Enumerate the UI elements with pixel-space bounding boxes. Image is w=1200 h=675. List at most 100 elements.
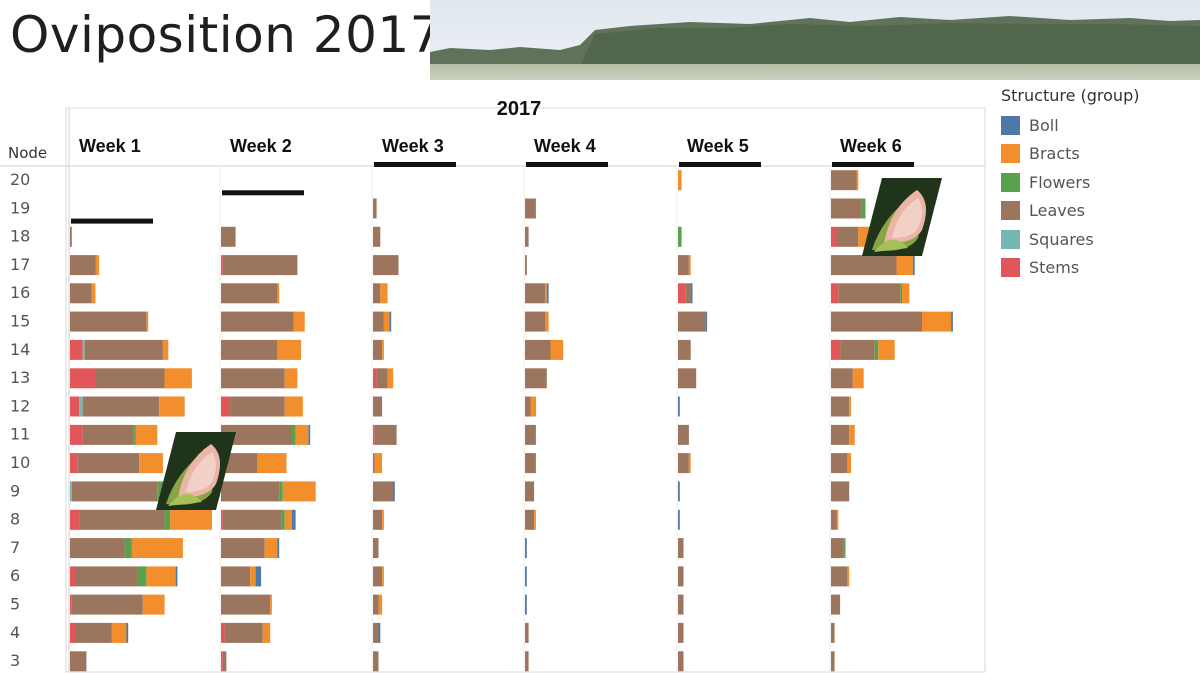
legend-item-boll[interactable]: Boll: [1001, 111, 1139, 140]
cotton-field-photo: [430, 0, 1200, 80]
bar-segment-bracts: [277, 339, 302, 360]
bar-segment-leaves: [678, 424, 689, 445]
bar-segment-bracts: [284, 509, 292, 530]
bar-segment-flowers: [900, 283, 902, 304]
plant-top-marker: [374, 162, 456, 167]
bar-segment-boll: [678, 481, 680, 502]
node-tick-label: 4: [10, 623, 20, 642]
bar-segment-leaves: [525, 424, 536, 445]
week-header: Week 3: [382, 136, 444, 156]
bar-segment-flowers: [137, 566, 147, 587]
bar-segment-bracts: [688, 255, 691, 276]
plant-top-marker: [526, 162, 608, 167]
bar-segment-bracts: [170, 509, 212, 530]
bar-segment-boll: [277, 538, 280, 559]
bar-segment-boll: [393, 481, 395, 502]
bar-segment-bracts: [282, 481, 316, 502]
bar-segment-leaves: [831, 566, 848, 587]
bar-segment-bracts: [896, 255, 913, 276]
bar-segment-leaves: [836, 226, 859, 247]
plant-top-marker: [71, 218, 153, 224]
bar-segment-bracts: [378, 594, 383, 615]
legend-item-bracts[interactable]: Bracts: [1001, 140, 1139, 169]
bar-segment-bracts: [135, 424, 158, 445]
bar-segment-flowers: [164, 509, 171, 530]
bar-segment-leaves: [70, 283, 92, 304]
bar-segment-leaves: [221, 226, 236, 247]
bar-segment-bracts: [847, 566, 850, 587]
bar-segment-boll: [951, 311, 953, 332]
legend-item-leaves[interactable]: Leaves: [1001, 197, 1139, 226]
bar-segment-leaves: [525, 255, 527, 276]
bar-segment-boll: [525, 566, 527, 587]
bar-segment-leaves: [831, 170, 857, 191]
week-header: Week 6: [840, 136, 902, 156]
bar-segment-leaves: [224, 622, 263, 643]
bar-segment-boll: [378, 622, 381, 643]
node-axis-title: Node: [8, 144, 47, 162]
bar-segment-leaves: [376, 368, 388, 389]
bar-segment-leaves: [221, 339, 278, 360]
bar-segment-leaves: [831, 368, 853, 389]
bar-segment-bracts: [849, 424, 855, 445]
bar-segment-leaves: [831, 255, 897, 276]
bar-segment-flowers: [279, 481, 283, 502]
node-tick-label: 11: [10, 425, 30, 444]
bar-segment-bracts: [545, 283, 547, 304]
bar-segment-leaves: [525, 651, 529, 672]
plant-top-marker: [832, 162, 914, 167]
bar-segment-leaves: [373, 594, 379, 615]
legend-swatch-squares: [1001, 229, 1020, 249]
cotton-boll-photo: [862, 178, 942, 256]
bar-segment-flowers: [843, 538, 846, 559]
bar-segment-bracts: [545, 311, 549, 332]
legend-item-squares[interactable]: Squares: [1001, 225, 1139, 254]
bar-segment-leaves: [831, 453, 848, 474]
bar-segment-boll: [525, 538, 527, 559]
bar-segment-leaves: [525, 283, 545, 304]
bar-segment-bracts: [270, 594, 272, 615]
bar-segment-bracts: [688, 453, 691, 474]
bar-segment-bracts: [382, 339, 384, 360]
node-tick-label: 10: [10, 453, 30, 472]
node-tick-label: 19: [10, 198, 30, 217]
bar-segment-bracts: [111, 622, 127, 643]
bar-segment-leaves: [678, 622, 684, 643]
bar-segment-flowers: [292, 424, 296, 445]
bar-segment-boll: [690, 283, 693, 304]
bar-segment-bracts: [257, 453, 287, 474]
legend-item-flowers[interactable]: Flowers: [1001, 168, 1139, 197]
bar-segment-bracts: [852, 368, 864, 389]
bar-segment-bracts: [250, 566, 256, 587]
bar-segment-stems: [70, 453, 78, 474]
node-tick-label: 15: [10, 312, 30, 331]
bar-segment-leaves: [82, 424, 134, 445]
bar-segment-boll: [175, 566, 178, 587]
bar-segment-flowers: [678, 226, 682, 247]
bar-segment-flowers: [874, 339, 879, 360]
bar-segment-boll: [389, 311, 392, 332]
legend-label-stems: Stems: [1029, 258, 1080, 278]
bar-segment-leaves: [221, 538, 265, 559]
legend-swatch-flowers: [1001, 172, 1020, 192]
bar-segment-boll: [292, 509, 296, 530]
bar-segment-leaves: [678, 368, 697, 389]
bar-segment-boll: [255, 566, 262, 587]
legend-item-stems[interactable]: Stems: [1001, 254, 1139, 283]
bar-segment-leaves: [222, 509, 281, 530]
bar-segment-stems: [70, 396, 80, 417]
node-tick-label: 17: [10, 255, 30, 274]
bar-segment-leaves: [70, 651, 87, 672]
plant-top-marker: [679, 162, 761, 167]
bar-segment-stems: [221, 396, 231, 417]
bar-segment-bracts: [284, 396, 303, 417]
bar-segment-stems: [221, 622, 225, 643]
bar-segment-leaves: [221, 566, 251, 587]
bar-segment-stems: [373, 368, 377, 389]
bar-segment-leaves: [678, 311, 706, 332]
bar-segment-bracts: [878, 339, 895, 360]
bar-segment-bracts: [91, 283, 96, 304]
bar-segment-bracts: [277, 283, 280, 304]
legend-title: Structure (group): [1001, 86, 1140, 105]
bar-segment-leaves: [373, 481, 393, 502]
